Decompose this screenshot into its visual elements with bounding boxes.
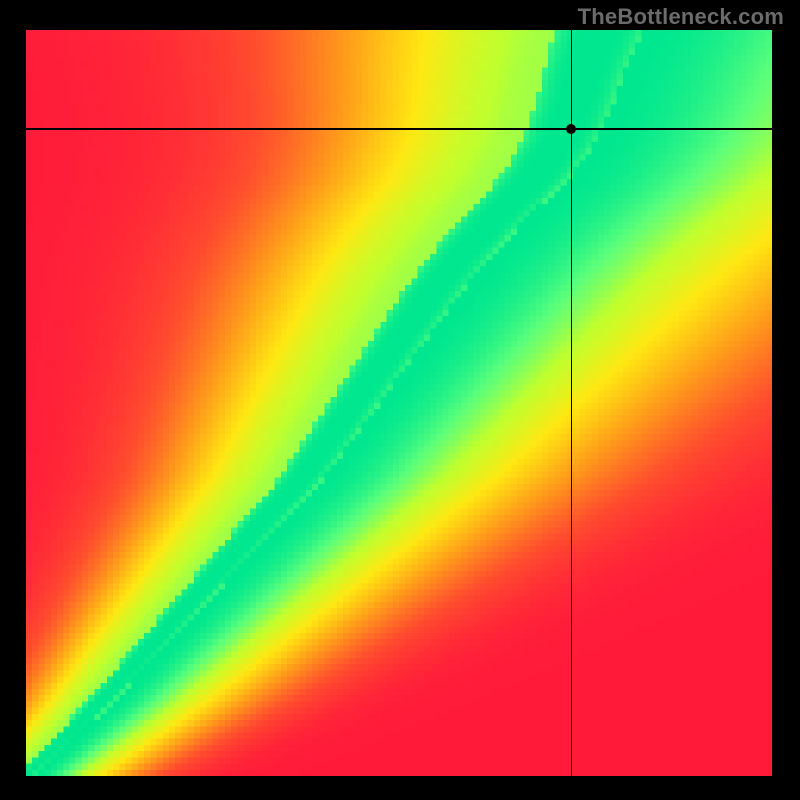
- figure-root: TheBottleneck.com: [0, 0, 800, 800]
- heatmap-canvas: [26, 30, 772, 776]
- plot-area: [26, 30, 772, 776]
- watermark-text: TheBottleneck.com: [578, 4, 784, 30]
